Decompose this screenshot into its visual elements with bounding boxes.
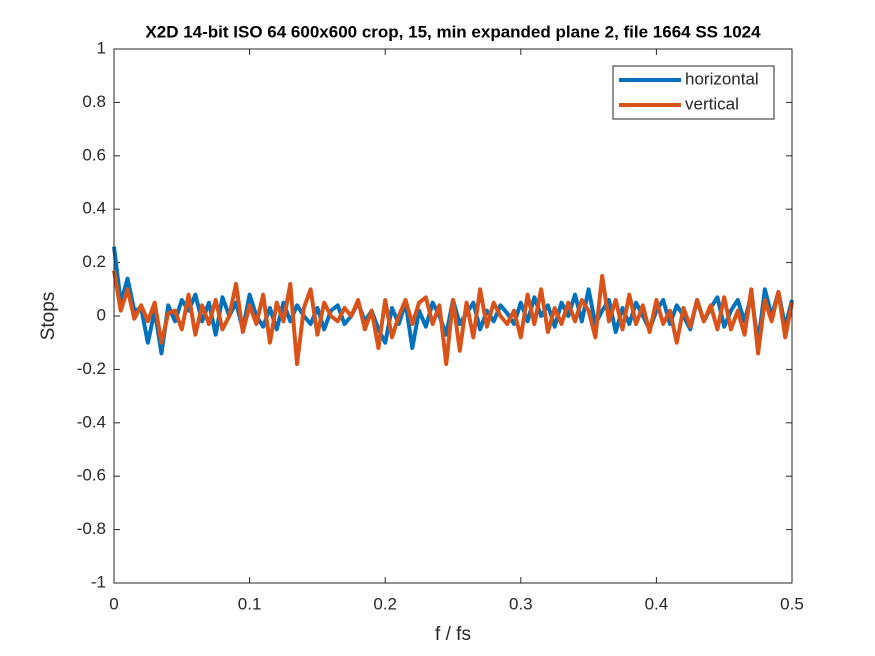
y-tick-label: -0.4 <box>77 412 106 431</box>
axes-box <box>113 48 793 584</box>
y-tick-label: -0.8 <box>77 519 106 538</box>
x-tick-label: 0.4 <box>645 594 669 613</box>
y-tick-label: 0.8 <box>82 92 106 111</box>
y-tick-label: -0.2 <box>77 359 106 378</box>
chart-title: X2D 14-bit ISO 64 600x600 crop, 15, min … <box>145 22 761 41</box>
x-tick-label: 0.3 <box>509 594 533 613</box>
y-tick-label: 0.6 <box>82 145 106 164</box>
y-tick-label: -1 <box>91 572 106 591</box>
legend-label: vertical <box>685 94 739 113</box>
legend-box <box>612 65 775 120</box>
x-tick-label: 0.1 <box>238 594 262 613</box>
x-tick-label: 0.5 <box>780 594 804 613</box>
legend-label: horizontal <box>685 69 759 88</box>
y-tick-label: 0.2 <box>82 252 106 271</box>
y-tick-label: 1 <box>97 38 106 57</box>
x-tick-label: 0 <box>109 594 118 613</box>
y-tick-label: 0 <box>97 305 106 324</box>
y-tick-label: 0.4 <box>82 199 106 218</box>
data-line <box>112 270 794 367</box>
x-tick-label: 0.2 <box>373 594 397 613</box>
y-axis-label: Stops <box>38 292 59 341</box>
y-tick-label: -0.6 <box>77 466 106 485</box>
x-axis-label: f / fs <box>435 624 471 645</box>
